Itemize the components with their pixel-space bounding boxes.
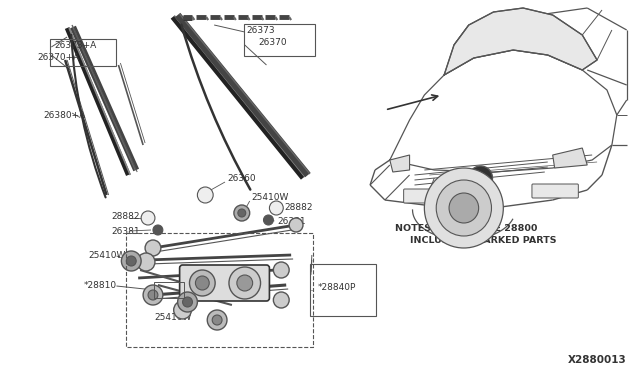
Text: *28810: *28810 xyxy=(84,280,117,289)
Circle shape xyxy=(449,193,479,223)
Text: 25410W: 25410W xyxy=(154,314,191,323)
Circle shape xyxy=(436,180,492,236)
Circle shape xyxy=(189,270,215,296)
Circle shape xyxy=(182,297,193,307)
Text: 26380+A: 26380+A xyxy=(44,110,86,119)
Circle shape xyxy=(289,218,303,232)
Circle shape xyxy=(229,267,260,299)
FancyBboxPatch shape xyxy=(404,189,450,203)
Text: 26373: 26373 xyxy=(247,26,275,35)
Circle shape xyxy=(238,209,246,217)
Polygon shape xyxy=(444,8,597,75)
FancyBboxPatch shape xyxy=(180,265,269,301)
Circle shape xyxy=(269,201,284,215)
Circle shape xyxy=(237,208,247,218)
Text: 26373+A: 26373+A xyxy=(54,41,97,49)
Circle shape xyxy=(195,276,209,290)
Circle shape xyxy=(212,315,222,325)
Circle shape xyxy=(126,256,136,266)
Text: 26370: 26370 xyxy=(259,38,287,46)
Circle shape xyxy=(122,251,141,271)
Circle shape xyxy=(264,215,273,225)
Polygon shape xyxy=(390,155,410,172)
Polygon shape xyxy=(553,148,588,168)
Circle shape xyxy=(148,290,158,300)
Text: X2880013: X2880013 xyxy=(568,355,626,365)
Text: NOTES : PART CODE 28800: NOTES : PART CODE 28800 xyxy=(395,224,537,232)
Circle shape xyxy=(182,297,193,307)
Circle shape xyxy=(141,211,155,225)
Circle shape xyxy=(173,301,191,319)
Circle shape xyxy=(234,205,250,221)
Text: 25410W: 25410W xyxy=(89,250,126,260)
Text: 26360: 26360 xyxy=(227,173,255,183)
Circle shape xyxy=(424,168,503,248)
Text: 28882: 28882 xyxy=(284,202,313,212)
Text: 26381: 26381 xyxy=(111,227,140,235)
Text: 25410W: 25410W xyxy=(252,192,289,202)
Circle shape xyxy=(468,166,492,190)
FancyBboxPatch shape xyxy=(532,184,579,198)
Text: 26381: 26381 xyxy=(277,217,306,225)
Circle shape xyxy=(273,262,289,278)
Circle shape xyxy=(207,310,227,330)
Circle shape xyxy=(273,292,289,308)
Text: INCLUDES'*'MARKED PARTS: INCLUDES'*'MARKED PARTS xyxy=(410,235,556,244)
Circle shape xyxy=(143,285,163,305)
Circle shape xyxy=(178,292,197,312)
Circle shape xyxy=(237,275,253,291)
Circle shape xyxy=(137,253,155,271)
Circle shape xyxy=(126,256,136,266)
Circle shape xyxy=(197,187,213,203)
Text: *28840P: *28840P xyxy=(318,283,356,292)
Circle shape xyxy=(145,240,161,256)
Text: 26370+A: 26370+A xyxy=(38,52,80,61)
Text: 28882: 28882 xyxy=(111,212,140,221)
Circle shape xyxy=(153,225,163,235)
